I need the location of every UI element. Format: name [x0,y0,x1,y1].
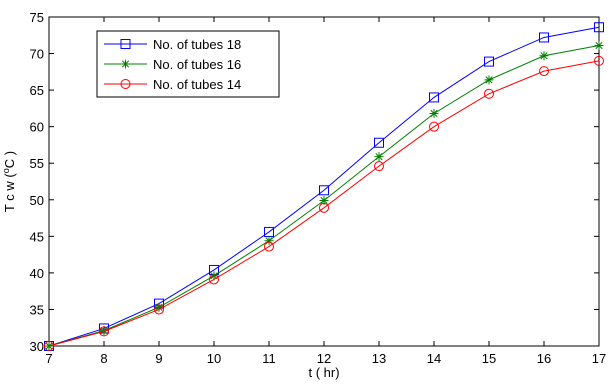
data-point-circle [99,326,109,337]
x-tick-label: 12 [317,351,331,366]
legend-label: No. of tubes 14 [153,77,241,92]
y-tick-label: 75 [30,10,44,25]
y-tick-label: 35 [30,302,44,317]
data-point-square [429,92,439,103]
legend: No. of tubes 18 No. of tubes 16 No. of tub… [96,30,280,98]
data-point-square [539,32,549,43]
series-layer [44,22,604,351]
x-axis-title: t ( hr) [308,365,339,380]
y-axis-title: T c w (oC ) [1,151,17,212]
data-point-square [594,22,604,33]
data-point-asterisk [264,236,274,246]
data-point-asterisk [429,109,439,119]
y-tick-label: 30 [30,339,44,354]
data-point-asterisk [539,51,549,61]
y-tick-label: 50 [30,193,44,208]
data-point-circle [264,241,274,252]
data-point-circle [44,341,54,351]
y-axis-title-superscript: o [1,168,11,173]
data-point-circle [429,121,439,132]
x-tick-label: 16 [537,351,551,366]
y-tick-label: 55 [30,156,44,171]
x-tick-label: 7 [45,351,52,366]
data-point-asterisk [484,75,494,85]
data-point-circle [539,66,549,77]
data-point-circle [594,55,604,66]
y-axis-title-part: C ) [2,151,17,168]
legend-marker-circle [120,79,131,89]
axis-ticks: 7 8 9 10 11 12 13 14 15 16 17 30 35 40 45 50 55 60 65 70 75 [30,10,607,366]
x-tick-label: 17 [592,351,606,366]
data-point-asterisk [374,152,384,162]
y-tick-label: 70 [30,47,44,62]
x-tick-label: 13 [372,351,386,366]
data-point-square [319,185,329,196]
y-axis-title-part: T c w ( [2,173,17,212]
series-line [48,26,600,347]
data-point-circle [374,161,384,172]
legend-item: No. of tubes 14 [104,77,241,92]
x-tick-label: 9 [155,351,162,366]
x-tick-label: 11 [262,351,276,366]
data-point-circle [319,202,329,213]
series-3 [44,55,604,351]
data-point-square [374,137,384,148]
data-point-circle [209,274,219,285]
data-point-asterisk [99,326,109,336]
data-point-circle [154,304,164,315]
y-tick-label: 40 [30,266,44,281]
legend-marker-asterisk [121,59,130,69]
x-tick-label: 10 [207,351,221,366]
data-point-asterisk [594,41,604,51]
series-line [48,60,600,347]
y-tick-label: 45 [30,229,44,244]
legend-label: No. of tubes 16 [153,57,241,72]
data-point-asterisk [319,196,329,206]
legend-item: No. of tubes 18 [104,37,241,52]
x-tick-label: 8 [100,351,107,366]
legend-marker-square [120,39,131,49]
data-point-square [484,56,494,67]
legend-label: No. of tubes 18 [153,37,241,52]
data-point-asterisk [154,302,164,312]
y-tick-label: 60 [30,120,44,135]
legend-item: No. of tubes 16 [104,57,241,72]
data-point-circle [484,88,494,99]
y-tick-label: 65 [30,83,44,98]
data-point-asterisk [209,271,219,281]
x-tick-label: 15 [482,351,496,366]
x-tick-label: 14 [427,351,441,366]
